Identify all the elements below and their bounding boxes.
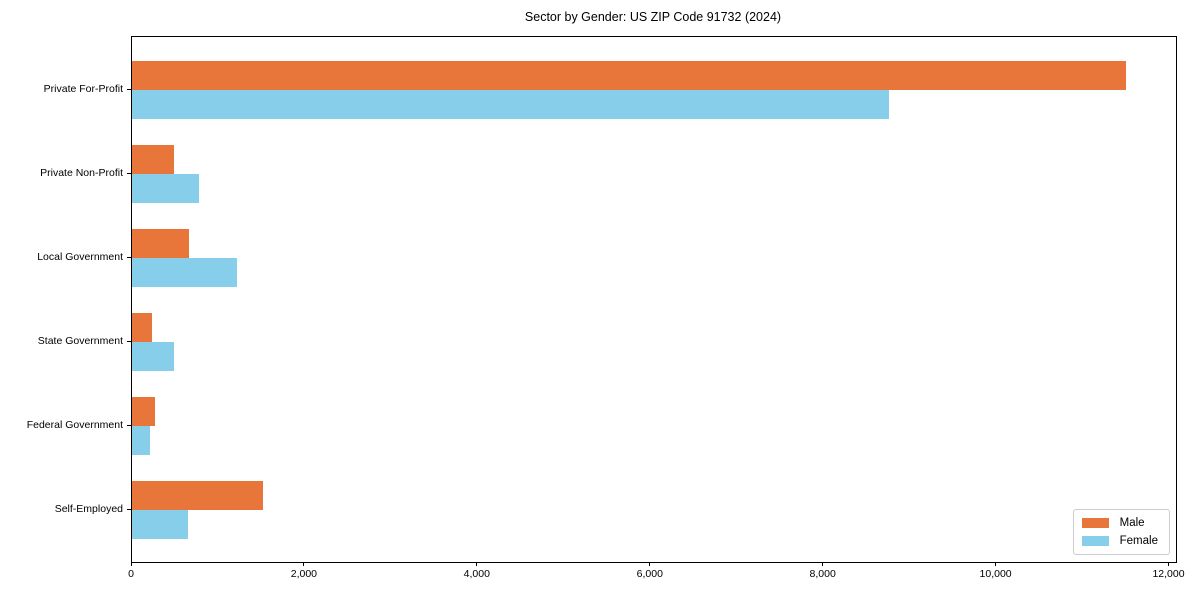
legend-swatch-female-icon	[1081, 536, 1109, 546]
bar-female-4	[132, 342, 175, 371]
x-tick-mark	[822, 562, 824, 566]
y-tick-mark	[127, 173, 131, 174]
chart-title: Sector by Gender: US ZIP Code 91732 (202…	[524, 10, 782, 24]
y-tick-mark	[127, 341, 131, 342]
x-tick-label: 6,000	[636, 568, 663, 580]
y-tick-label: State Government	[37, 335, 123, 347]
bar-male-4	[132, 313, 152, 342]
x-tick-label: 4,000	[463, 568, 490, 580]
y-tick-mark	[127, 509, 131, 510]
x-tick-mark	[649, 562, 651, 566]
bar-male-1	[132, 61, 1127, 90]
x-tick-label: 2,000	[290, 568, 318, 580]
x-tick-label: 0	[128, 568, 134, 580]
bar-female-5	[132, 426, 151, 455]
bar-female-1	[132, 90, 889, 119]
plot-area: Male Female	[131, 36, 1177, 563]
legend-item-male: Male	[1081, 517, 1158, 529]
y-tick-label: Federal Government	[26, 419, 123, 431]
y-tick-mark	[127, 425, 131, 426]
bar-male-6	[132, 481, 263, 510]
x-tick-label: 10,000	[979, 568, 1012, 580]
y-tick-mark	[127, 89, 131, 90]
y-tick-label: Private Non-Profit	[40, 167, 123, 179]
y-tick-label: Local Government	[37, 251, 123, 263]
x-tick-mark	[130, 562, 132, 566]
x-tick-mark	[1168, 562, 1169, 566]
bar-male-5	[132, 397, 155, 426]
legend-label-male: Male	[1119, 517, 1145, 529]
bar-female-6	[132, 510, 189, 539]
y-tick-label: Self-Employed	[54, 503, 123, 515]
x-tick-mark	[995, 562, 997, 566]
x-tick-mark	[303, 562, 305, 566]
x-tick-label: 8,000	[809, 568, 836, 580]
bar-male-2	[132, 145, 175, 174]
bar-male-3	[132, 229, 190, 258]
y-tick-label: Private For-Profit	[43, 83, 123, 95]
legend-item-female: Female	[1081, 535, 1158, 547]
legend-swatch-male-icon	[1081, 518, 1109, 528]
legend: Male Female	[1072, 509, 1170, 555]
x-tick-mark	[476, 562, 478, 566]
y-tick-mark	[127, 257, 131, 258]
bar-female-3	[132, 258, 237, 287]
x-tick-label: 12,000	[1152, 568, 1185, 580]
legend-label-female: Female	[1119, 535, 1158, 547]
bar-female-2	[132, 174, 199, 203]
